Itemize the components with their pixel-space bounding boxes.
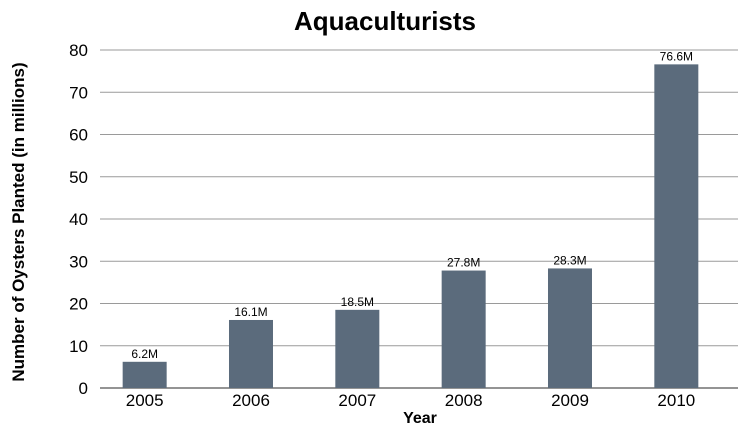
data-label-2006: 16.1M [234,305,267,319]
y-tick-label: 0 [79,379,88,398]
x-tick-label: 2010 [657,391,695,410]
data-label-2009: 28.3M [553,253,586,267]
bars [122,64,699,389]
data-label-2010: 76.6M [660,49,693,63]
y-tick-label: 40 [69,210,88,229]
bar-2009 [547,268,592,388]
y-tick-label: 50 [69,168,88,187]
y-tick-labels: 0 10 20 30 40 50 60 70 80 [69,41,88,398]
chart-title: Aquaculturists [294,6,476,36]
x-tick-label: 2007 [338,391,376,410]
gridlines [100,49,738,389]
y-tick-label: 20 [69,295,88,314]
y-tick-label: 80 [69,41,88,60]
data-label-2005: 6.2M [131,347,158,361]
y-tick-label: 70 [69,83,88,102]
bar-2006 [228,319,273,388]
bar-2007 [335,309,380,388]
data-labels: 6.2M 16.1M 18.5M 27.8M 28.3M 76.6M [131,49,693,360]
x-tick-label: 2005 [126,391,164,410]
bar-2005 [122,361,167,388]
x-tick-label: 2006 [232,391,270,410]
y-tick-label: 60 [69,126,88,145]
y-tick-label: 10 [69,337,88,356]
y-axis-label: Number of Oysters Planted (in millions) [9,62,28,381]
bar-2008 [441,270,486,388]
x-tick-labels: 2005 2006 2007 2008 2009 2010 [126,391,695,410]
x-tick-label: 2008 [445,391,483,410]
x-tick-label: 2009 [551,391,589,410]
data-label-2007: 18.5M [341,295,374,309]
x-axis-label: Year [403,410,437,427]
y-tick-label: 30 [69,252,88,271]
bar-2010 [654,64,699,389]
data-label-2008: 27.8M [447,256,480,270]
